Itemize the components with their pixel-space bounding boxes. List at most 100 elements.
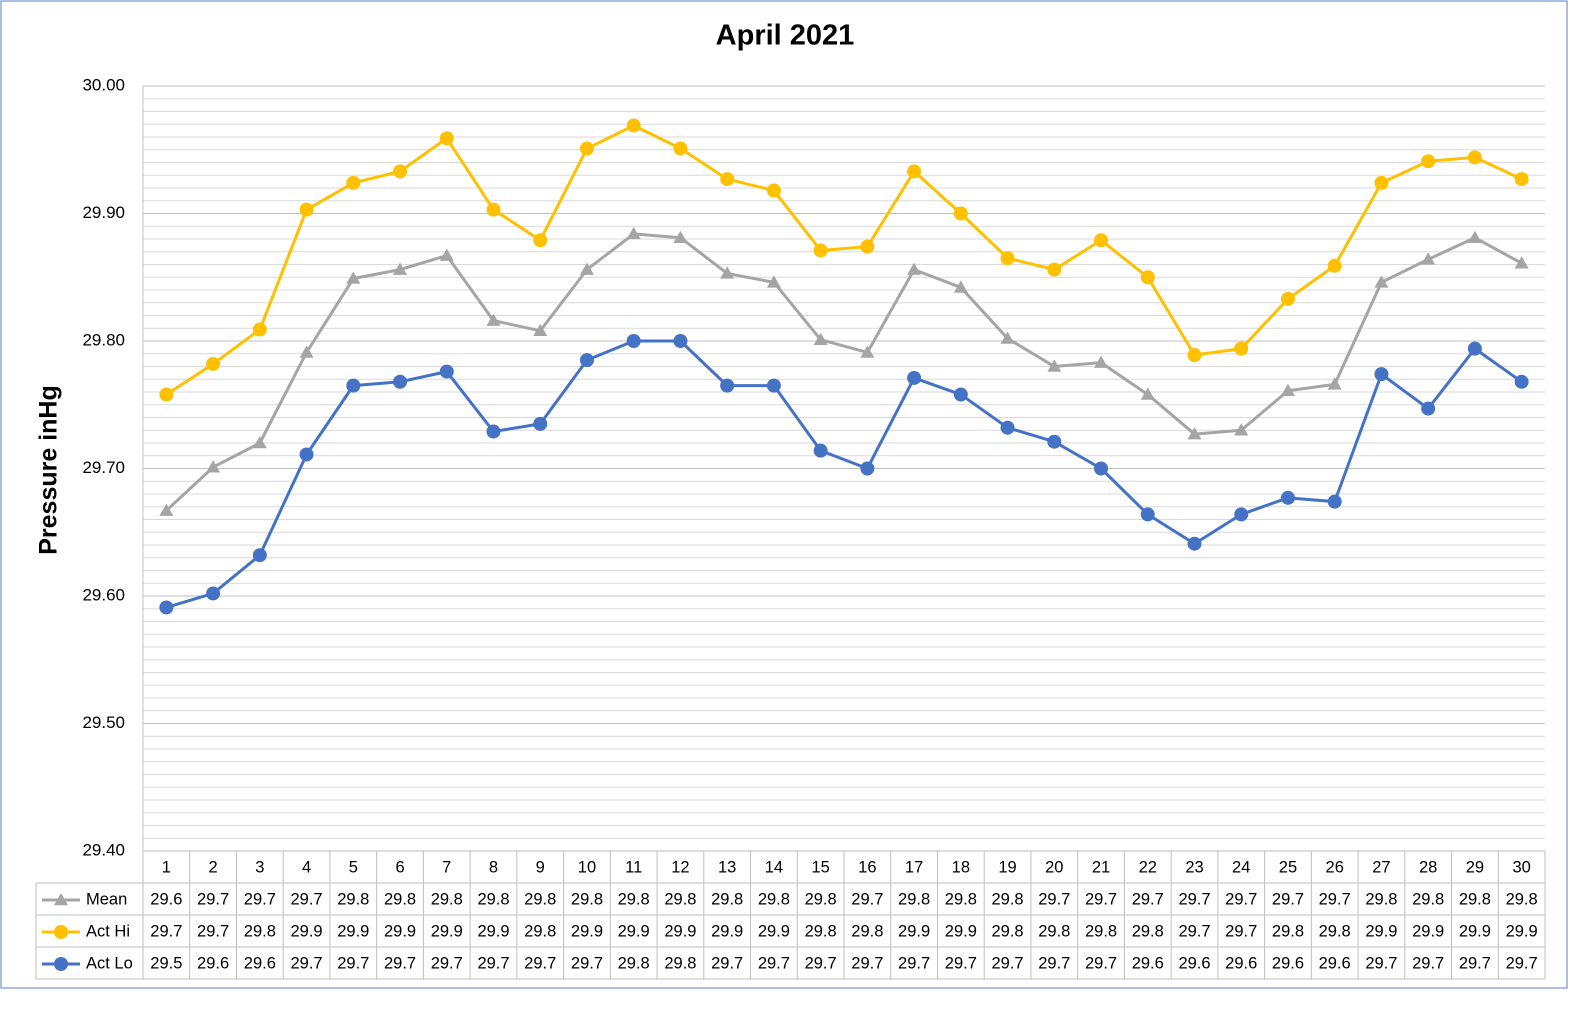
table-value: 29.7 bbox=[571, 954, 603, 972]
table-value: 29.9 bbox=[945, 922, 977, 940]
legend-label: Act Hi bbox=[86, 922, 130, 940]
table-value: 29.8 bbox=[1085, 922, 1117, 940]
table-value: 29.7 bbox=[1038, 890, 1070, 908]
marker bbox=[1280, 291, 1295, 306]
table-value: 29.9 bbox=[384, 922, 416, 940]
table-value: 29.7 bbox=[1459, 954, 1491, 972]
legend-marker bbox=[54, 893, 68, 906]
marker bbox=[860, 461, 875, 476]
table-value: 29.9 bbox=[1506, 922, 1538, 940]
y-tick-label: 29.50 bbox=[82, 713, 125, 732]
marker bbox=[1467, 150, 1482, 165]
marker bbox=[1140, 270, 1155, 285]
table-value: 29.7 bbox=[431, 954, 463, 972]
marker bbox=[1374, 367, 1389, 382]
marker bbox=[206, 356, 221, 371]
marker bbox=[1000, 420, 1015, 435]
table-value: 29.7 bbox=[1506, 954, 1538, 972]
marker bbox=[1094, 355, 1109, 368]
x-tick-label: 24 bbox=[1232, 858, 1250, 876]
marker bbox=[1467, 341, 1482, 356]
marker bbox=[159, 387, 174, 402]
y-tick-label: 30.00 bbox=[82, 75, 125, 94]
table-value: 29.8 bbox=[618, 954, 650, 972]
table-value: 29.9 bbox=[758, 922, 790, 940]
marker bbox=[252, 436, 267, 449]
legend-label: Act Lo bbox=[86, 954, 133, 972]
marker bbox=[766, 378, 781, 393]
table-value: 29.8 bbox=[1038, 922, 1070, 940]
marker bbox=[813, 243, 828, 258]
marker bbox=[252, 548, 267, 563]
x-tick-label: 18 bbox=[952, 858, 970, 876]
table-value: 29.9 bbox=[1365, 922, 1397, 940]
x-tick-label: 8 bbox=[489, 858, 498, 876]
table-value: 29.7 bbox=[1178, 890, 1210, 908]
table-value: 29.8 bbox=[337, 890, 369, 908]
marker bbox=[1327, 377, 1342, 390]
x-tick-label: 30 bbox=[1512, 858, 1530, 876]
marker bbox=[860, 239, 875, 254]
marker bbox=[533, 233, 548, 248]
table-value: 29.7 bbox=[197, 890, 229, 908]
table-value: 29.8 bbox=[571, 890, 603, 908]
table-value: 29.7 bbox=[1412, 954, 1444, 972]
marker bbox=[953, 387, 968, 402]
marker bbox=[533, 416, 548, 431]
table-value: 29.9 bbox=[571, 922, 603, 940]
table-value: 29.7 bbox=[244, 890, 276, 908]
table-value: 29.8 bbox=[1459, 890, 1491, 908]
x-tick-label: 29 bbox=[1466, 858, 1484, 876]
table-value: 29.6 bbox=[244, 954, 276, 972]
chart-title: April 2021 bbox=[716, 20, 855, 52]
table-value: 29.7 bbox=[524, 954, 556, 972]
x-tick-label: 6 bbox=[395, 858, 404, 876]
marker bbox=[1187, 427, 1202, 440]
marker bbox=[1047, 262, 1062, 277]
y-tick-label: 29.90 bbox=[82, 203, 125, 222]
marker bbox=[1047, 359, 1062, 372]
marker bbox=[1374, 175, 1389, 190]
table-value: 29.9 bbox=[291, 922, 323, 940]
table-value: 29.7 bbox=[337, 954, 369, 972]
marker bbox=[1514, 256, 1529, 269]
x-tick-label: 12 bbox=[671, 858, 689, 876]
marker bbox=[1421, 154, 1436, 169]
x-tick-label: 22 bbox=[1139, 858, 1157, 876]
table-value: 29.9 bbox=[431, 922, 463, 940]
marker bbox=[673, 334, 688, 348]
table-value: 29.9 bbox=[898, 922, 930, 940]
table-value: 29.7 bbox=[711, 954, 743, 972]
x-tick-label: 17 bbox=[905, 858, 923, 876]
marker bbox=[299, 345, 314, 358]
table-value: 29.8 bbox=[524, 890, 556, 908]
table-value: 29.9 bbox=[618, 922, 650, 940]
marker bbox=[1234, 341, 1249, 356]
y-tick-label: 29.70 bbox=[82, 458, 125, 477]
table-value: 29.8 bbox=[477, 890, 509, 908]
marker bbox=[1140, 507, 1155, 522]
table-value: 29.7 bbox=[1132, 890, 1164, 908]
table-value: 29.8 bbox=[992, 922, 1024, 940]
table-value: 29.8 bbox=[805, 922, 837, 940]
table-value: 29.8 bbox=[384, 890, 416, 908]
marker bbox=[486, 424, 501, 439]
series-line bbox=[165, 232, 1523, 512]
table-value: 29.7 bbox=[291, 954, 323, 972]
x-tick-label: 25 bbox=[1279, 858, 1297, 876]
marker bbox=[393, 374, 408, 389]
marker bbox=[673, 230, 688, 243]
table-value: 29.8 bbox=[1272, 922, 1304, 940]
x-tick-label: 10 bbox=[578, 858, 596, 876]
marker bbox=[299, 447, 314, 462]
marker bbox=[1094, 233, 1109, 248]
table-value: 29.7 bbox=[945, 954, 977, 972]
table-value: 29.6 bbox=[1319, 954, 1351, 972]
marker bbox=[1000, 251, 1015, 266]
marker bbox=[393, 164, 408, 179]
table-value: 29.8 bbox=[711, 890, 743, 908]
marker bbox=[766, 275, 781, 288]
marker bbox=[720, 378, 735, 393]
